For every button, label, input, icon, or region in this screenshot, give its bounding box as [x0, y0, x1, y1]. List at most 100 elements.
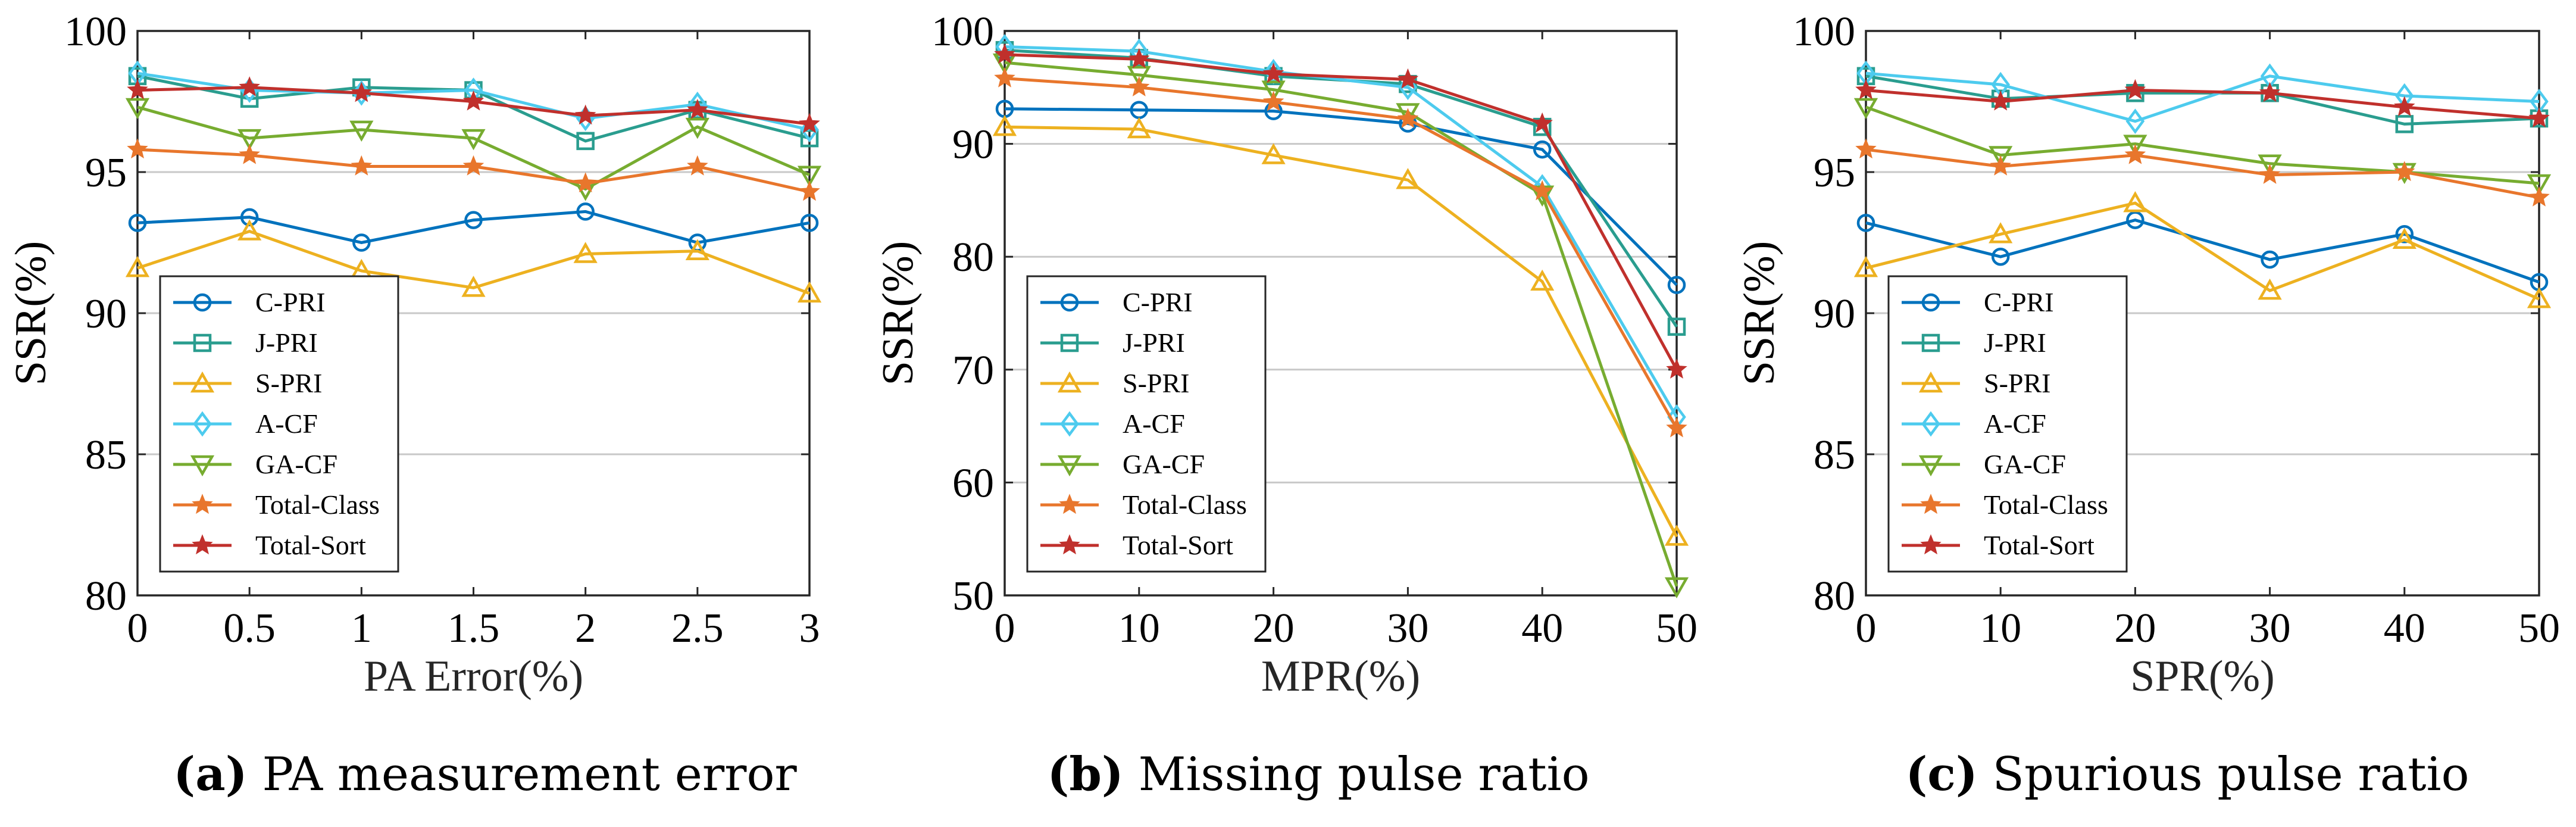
- series-line-1-5: [1004, 77, 1678, 429]
- point-2-6-5: [2528, 107, 2550, 128]
- legend-marker-1-6: [1059, 534, 1080, 555]
- series-line-0-2: [137, 229, 810, 295]
- ytick-label-1-4: 90: [952, 122, 994, 168]
- series-line-2-3: [1865, 71, 2540, 123]
- point-2-2-2: [2123, 191, 2147, 213]
- point-1-2-1: [1127, 117, 1151, 139]
- ytick-label-1-2: 70: [952, 348, 994, 394]
- series-line-2-6: [1865, 88, 2540, 120]
- legend-marker-0-1: [193, 333, 212, 352]
- point-0-5-6: [799, 180, 820, 201]
- legend-marker-1-2: [1057, 371, 1082, 393]
- point-2-4-0: [1853, 98, 1878, 120]
- legend-label-2-6: Total-Sort: [1984, 530, 2094, 560]
- legend-marker-2-4: [1918, 455, 1943, 477]
- point-0-2-0: [125, 256, 150, 277]
- series-line-0-4: [137, 105, 810, 191]
- point-1-5-3: [1397, 108, 1419, 128]
- legend-label-2-1: J-PRI: [1984, 327, 2046, 358]
- point-0-6-6: [799, 113, 820, 133]
- point-0-4-3: [461, 129, 486, 151]
- xtick-label-1-0: 0: [995, 606, 1015, 651]
- legend-label-0-6: Total-Sort: [255, 530, 366, 560]
- xtick-label-2-3: 30: [2249, 606, 2291, 651]
- point-0-0-3: [464, 211, 483, 229]
- point-1-4-5: [1664, 577, 1689, 598]
- legend-label-2-0: C-PRI: [1984, 287, 2054, 317]
- point-2-6-0: [1855, 79, 1877, 99]
- point-0-4-0: [125, 98, 150, 120]
- axes-box-2: [1865, 30, 2540, 597]
- legend-label-0-0: C-PRI: [255, 287, 326, 317]
- chart-panel-2: 80 85 90 95 100 0 10 20 30 40 50 SPR(%) SSR(%) C-PRI J…: [1735, 9, 2560, 701]
- point-1-6-3: [1397, 68, 1419, 89]
- axes-box-1: [1003, 30, 1678, 597]
- legend-marker-1-1: [1060, 333, 1079, 352]
- xtick-label-2-4: 40: [2384, 606, 2425, 651]
- xtick-label-1-4: 40: [1521, 606, 1563, 651]
- point-1-6-2: [1262, 63, 1284, 83]
- point-0-0-0: [128, 214, 147, 232]
- caption-b: (b) Missing pulse ratio: [1047, 747, 1589, 801]
- series-line-1-2: [1004, 125, 1678, 538]
- point-1-4-2: [1261, 80, 1286, 102]
- point-2-0-2: [2126, 211, 2144, 229]
- point-2-5-2: [2124, 143, 2146, 164]
- xtick-label-0-5: 2.5: [671, 606, 724, 651]
- point-1-1-5: [1667, 317, 1686, 336]
- legend-marker-2-2: [1918, 371, 1943, 393]
- legend-label-0-5: Total-Class: [255, 489, 380, 520]
- xtick-label-0-1: 0.5: [223, 606, 276, 651]
- point-0-4-1: [237, 129, 262, 151]
- legend-marker-2-3: [1921, 411, 1940, 437]
- caption-b-text: Missing pulse ratio: [1138, 748, 1590, 801]
- series-line-1-0: [1004, 107, 1678, 286]
- legend-label-2-2: S-PRI: [1984, 368, 2050, 398]
- legend-marker-2-6: [1920, 534, 1942, 555]
- point-0-0-4: [576, 202, 595, 221]
- x-axis-label-1: MPR(%): [1261, 652, 1420, 701]
- point-2-2-0: [1853, 256, 1878, 277]
- legend-0: C-PRI J-PRI S-PRI A-CF GA-CF Total-Class Total…: [159, 275, 399, 573]
- x-axis-label-0: PA Error(%): [364, 652, 583, 701]
- point-2-4-5: [2527, 174, 2552, 196]
- point-0-4-2: [349, 120, 374, 142]
- xtick-label-2-2: 20: [2114, 606, 2156, 651]
- xtick-label-1-3: 30: [1387, 606, 1428, 651]
- legend-label-1-6: Total-Sort: [1123, 530, 1233, 560]
- legend-marker-1-5: [1059, 494, 1080, 514]
- point-0-6-0: [127, 79, 148, 99]
- xtick-label-2-1: 10: [1980, 606, 2021, 651]
- point-0-0-2: [352, 233, 371, 252]
- legend-2: C-PRI J-PRI S-PRI A-CF GA-CF Total-Class Total…: [1887, 275, 2128, 573]
- point-1-6-5: [1666, 358, 1687, 379]
- point-0-5-2: [351, 155, 373, 176]
- legend-label-1-5: Total-Class: [1123, 489, 1247, 520]
- series-line-2-0: [1865, 219, 2540, 284]
- legend-label-1-1: J-PRI: [1123, 327, 1185, 358]
- point-0-4-5: [685, 117, 709, 139]
- point-2-2-5: [2527, 287, 2552, 308]
- point-2-2-4: [2392, 227, 2416, 249]
- point-1-5-5: [1666, 417, 1687, 438]
- ytick-label-2-2: 90: [1814, 291, 1855, 337]
- y-axis-label-0: SSR(%): [7, 241, 55, 386]
- legend-label-1-2: S-PRI: [1123, 368, 1189, 398]
- ytick-label-2-0: 80: [1814, 573, 1855, 619]
- ytick-label-1-5: 100: [931, 9, 994, 55]
- point-0-6-3: [462, 90, 484, 111]
- point-2-6-2: [2124, 79, 2146, 99]
- point-0-5-3: [462, 155, 484, 176]
- point-1-5-1: [1128, 76, 1150, 96]
- series-line-1-6: [1004, 53, 1678, 370]
- point-2-0-3: [2261, 250, 2279, 269]
- point-2-2-1: [1989, 222, 2013, 244]
- point-1-0-4: [1533, 140, 1552, 159]
- ytick-label-1-0: 50: [952, 573, 994, 619]
- point-0-5-0: [127, 138, 148, 159]
- point-0-1-4: [576, 132, 595, 151]
- legend-marker-0-5: [192, 494, 213, 514]
- point-0-4-6: [797, 166, 822, 187]
- point-1-2-5: [1664, 525, 1689, 546]
- y-axis-label-1: SSR(%): [874, 241, 923, 386]
